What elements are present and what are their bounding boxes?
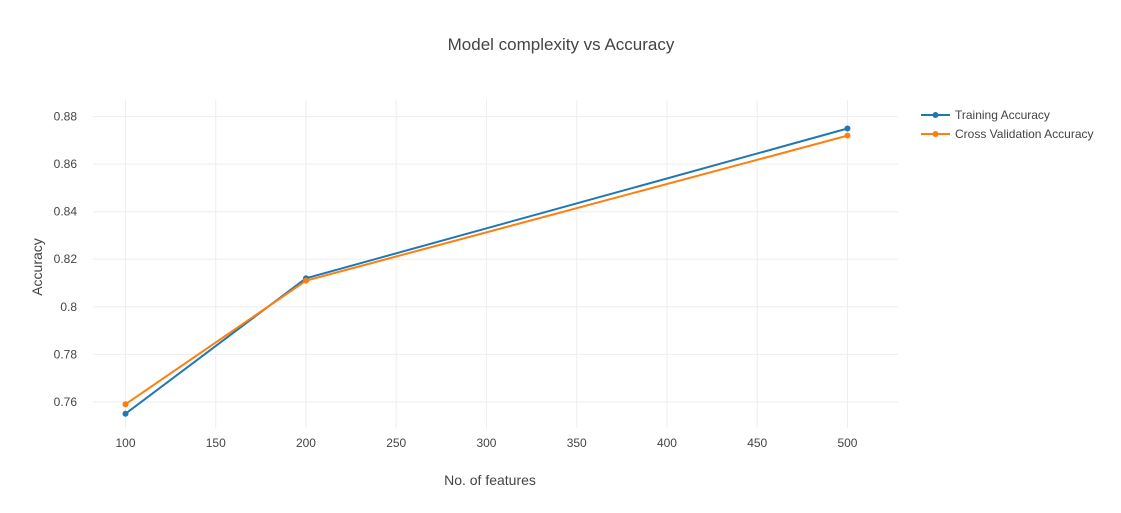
y-tick-label: 0.76 xyxy=(54,395,78,409)
x-tick-label: 200 xyxy=(296,436,316,450)
legend-item[interactable]: Training Accuracy xyxy=(921,108,1050,122)
y-axis-title: Accuracy xyxy=(29,238,45,296)
data-point xyxy=(844,132,851,139)
x-tick-label: 500 xyxy=(837,436,857,450)
data-point xyxy=(122,410,129,417)
x-tick-label: 150 xyxy=(206,436,226,450)
x-tick-label: 250 xyxy=(386,436,406,450)
y-tick-label: 0.88 xyxy=(54,110,78,124)
data-point xyxy=(844,125,851,132)
y-tick-label: 0.8 xyxy=(60,300,77,314)
x-tick-label: 300 xyxy=(476,436,496,450)
y-tick-label: 0.78 xyxy=(54,347,78,361)
series-2 xyxy=(122,132,851,408)
legend: Training Accuracy Cross Validation Accura… xyxy=(921,108,1094,141)
data-point xyxy=(122,401,129,408)
legend-marker xyxy=(932,112,939,118)
x-tick-label: 450 xyxy=(747,436,767,450)
y-tick-label: 0.82 xyxy=(54,252,78,266)
y-tick-label: 0.86 xyxy=(54,157,78,171)
grid xyxy=(93,100,898,428)
data-point xyxy=(302,277,309,284)
series-layer xyxy=(122,125,851,417)
x-tick-label: 100 xyxy=(115,436,135,450)
tick-labels: 100 150 200 250 300 350 400 450 500 0.76 0.78 0.8 0.… xyxy=(54,110,858,450)
x-axis-title: No. of features xyxy=(444,472,536,488)
x-tick-label: 400 xyxy=(657,436,677,450)
legend-label: Training Accuracy xyxy=(955,108,1050,122)
legend-label: Cross Validation Accuracy xyxy=(955,127,1094,141)
chart-title: Model complexity vs Accuracy xyxy=(448,35,675,54)
legend-item[interactable]: Cross Validation Accuracy xyxy=(921,127,1094,141)
x-tick-label: 350 xyxy=(567,436,587,450)
legend-marker xyxy=(932,131,939,137)
y-tick-label: 0.84 xyxy=(54,205,78,219)
